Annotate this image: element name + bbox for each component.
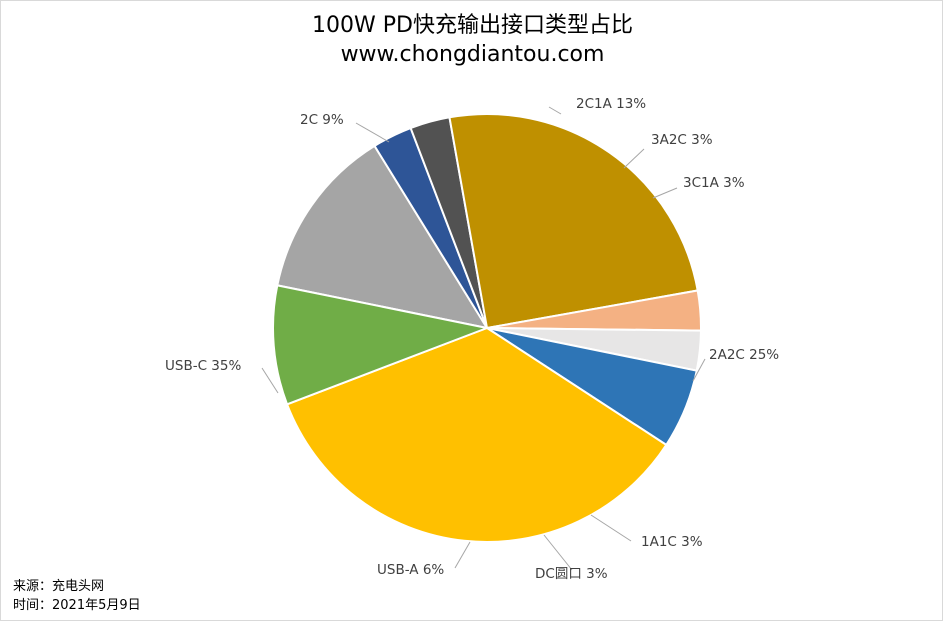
slice-label: 3C1A 3% (683, 175, 745, 191)
chart-title: 100W PD快充输出接口类型占比 (312, 13, 633, 38)
slice-label: 3A2C 3% (651, 132, 713, 148)
pie-slice-2a2c (448, 113, 699, 330)
leader-line (261, 367, 279, 394)
pie-slice-usb-c (285, 326, 668, 543)
leader-line (543, 534, 573, 571)
slice-label: 2C 9% (300, 112, 344, 128)
pie-slice-2c1a (276, 144, 490, 330)
source-note: 来源：充电头网 (13, 579, 105, 594)
leader-line (355, 122, 390, 143)
leader-line (623, 148, 645, 169)
leader-line (590, 514, 632, 542)
leader-line (652, 187, 678, 199)
slice-label: 2A2C 25% (709, 347, 779, 363)
pie-slice-2c (272, 284, 491, 406)
leader-line (692, 358, 706, 382)
slice-label: USB-A 6% (377, 562, 444, 578)
chart-subtitle: www.chongdiantou.com (340, 42, 605, 67)
slice-label: DC圆口 3% (535, 566, 608, 582)
slice-label: USB-C 35% (165, 358, 241, 374)
leader-line (548, 106, 562, 115)
leader-line (454, 541, 471, 569)
slice-label: 2C1A 13% (576, 96, 646, 112)
date-note: 时间：2021年5月9日 (13, 598, 141, 613)
slice-label: 1A1C 3% (641, 534, 703, 550)
